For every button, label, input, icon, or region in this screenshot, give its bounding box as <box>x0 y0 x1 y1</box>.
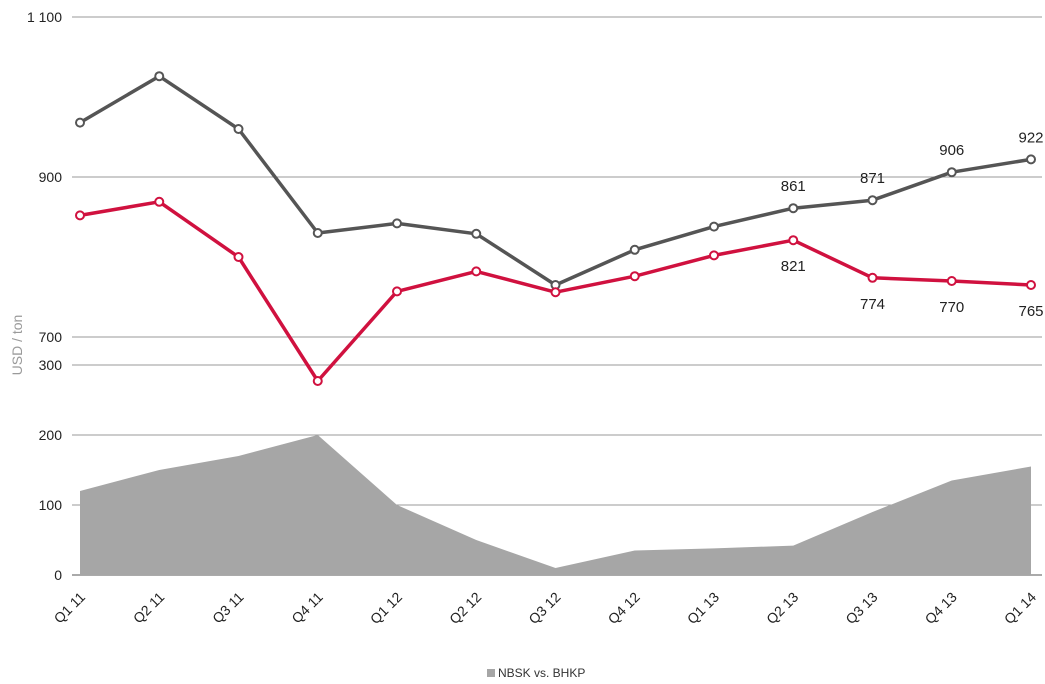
data-point <box>233 124 244 134</box>
x-tick-label: Q4 11 <box>288 589 326 627</box>
x-tick-labels: Q1 11 Q2 11 Q3 11 Q4 11 Q1 12 Q2 12 Q3 12 Q4 12… <box>51 589 1040 627</box>
data-point <box>1026 154 1036 165</box>
y-tick-label: 1 100 <box>27 9 62 25</box>
data-label: 922 <box>1018 129 1043 146</box>
data-label: 770 <box>939 299 964 316</box>
y-tick-labels: 700 900 1 100 0 100 200 300 <box>27 9 62 583</box>
y-tick-label: 100 <box>39 497 63 513</box>
line-markers <box>75 71 1036 386</box>
x-tick-label: Q1 14 <box>1001 589 1039 627</box>
data-point <box>312 228 323 238</box>
data-point <box>629 271 640 282</box>
data-label: 774 <box>860 296 885 313</box>
data-point <box>788 235 799 246</box>
x-tick-label: Q3 13 <box>842 589 880 627</box>
data-point <box>75 210 85 221</box>
y-tick-label: 200 <box>39 427 63 443</box>
data-point <box>312 376 323 386</box>
x-tick-label: Q4 12 <box>605 589 643 627</box>
data-label: 906 <box>939 142 964 159</box>
x-tick-label: Q3 11 <box>209 589 247 627</box>
y-tick-label: 300 <box>39 357 63 373</box>
data-point <box>471 228 482 239</box>
data-point <box>867 272 878 283</box>
data-label: 765 <box>1018 303 1043 320</box>
data-point <box>788 203 799 214</box>
x-tick-label: Q2 11 <box>130 589 168 627</box>
data-point <box>946 276 957 286</box>
data-point <box>629 244 640 255</box>
data-label: 821 <box>781 258 806 275</box>
x-tick-label: Q1 13 <box>684 589 722 627</box>
y-tick-label: 700 <box>39 329 63 345</box>
data-point <box>946 167 957 178</box>
data-point <box>75 117 85 128</box>
data-point <box>471 266 482 277</box>
legend: NBSK vs. BHKP <box>487 666 585 680</box>
data-point <box>392 218 402 229</box>
x-tick-label: Q3 12 <box>525 589 563 627</box>
data-point <box>233 252 244 262</box>
y-axis-label: USD / ton <box>9 315 25 376</box>
x-tick-label: Q2 12 <box>446 589 484 627</box>
x-tick-label: Q2 13 <box>763 589 801 627</box>
area-nbsk-vs-bhkp <box>80 435 1031 575</box>
data-label: 871 <box>860 170 885 187</box>
data-point <box>392 286 402 297</box>
data-labels: 861 871 906 922 821 774 770 765 <box>781 129 1044 320</box>
data-point <box>154 196 165 207</box>
data-point <box>709 250 719 261</box>
legend-label: NBSK vs. BHKP <box>498 666 585 680</box>
x-tick-label: Q4 13 <box>922 589 960 627</box>
data-point <box>550 287 561 298</box>
data-point <box>1026 280 1036 290</box>
data-point <box>867 195 878 206</box>
y-tick-label: 900 <box>39 169 63 185</box>
line-series <box>78 74 1033 383</box>
area-series <box>80 435 1031 575</box>
data-label: 861 <box>781 178 806 195</box>
data-point <box>154 71 165 82</box>
data-point <box>709 221 719 232</box>
legend-swatch <box>487 669 495 677</box>
x-tick-label: Q1 11 <box>51 589 89 627</box>
y-tick-label: 0 <box>54 567 62 583</box>
line-series-0 <box>78 74 1033 287</box>
x-tick-label: Q1 12 <box>367 589 405 627</box>
